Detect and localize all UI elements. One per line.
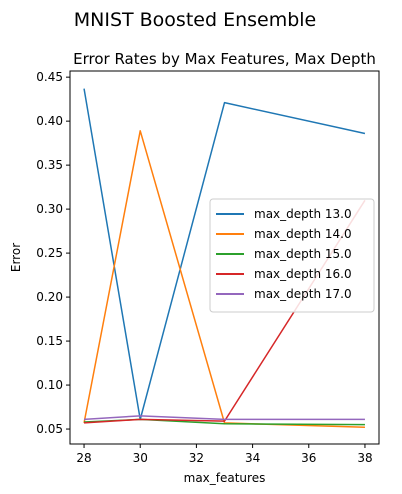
legend-label: max_depth 15.0	[254, 247, 352, 261]
y-axis-label: Error	[9, 243, 23, 272]
y-tick-label: 0.20	[36, 290, 63, 304]
y-tick-label: 0.15	[36, 334, 63, 348]
x-tick-label: 38	[357, 451, 372, 465]
x-tick-label: 30	[133, 451, 148, 465]
legend-label: max_depth 17.0	[254, 287, 352, 301]
x-axis: 28 30 32 34 36 38	[76, 444, 373, 465]
x-tick-label: 28	[76, 451, 91, 465]
axes-title: Error Rates by Max Features, Max Depth	[73, 50, 376, 68]
x-tick-label: 34	[245, 451, 260, 465]
figure-suptitle: MNIST Boosted Ensemble	[74, 9, 317, 31]
y-tick-label: 0.35	[36, 158, 63, 172]
legend-box	[209, 198, 375, 313]
y-tick-label: 0.40	[36, 114, 63, 128]
x-tick-label: 36	[301, 451, 316, 465]
y-tick-label: 0.30	[36, 202, 63, 216]
x-tick-label: 32	[189, 451, 204, 465]
legend-label: max_depth 13.0	[254, 207, 352, 221]
legend-label: max_depth 16.0	[254, 267, 352, 281]
legend-label: max_depth 14.0	[254, 227, 352, 241]
y-tick-label: 0.05	[36, 422, 63, 436]
y-axis: 0.05 0.10 0.15 0.20 0.25 0.30 0.35 0.40 0.45	[36, 70, 70, 436]
series-line-1	[83, 130, 365, 429]
y-tick-label: 0.25	[36, 246, 63, 260]
plot-frame	[69, 70, 380, 445]
series-line-0	[83, 88, 366, 421]
x-axis-label: max_features	[184, 471, 266, 485]
legend: max_depth 13.0 max_depth 14.0 max_depth 15…	[209, 198, 375, 313]
y-tick-label: 0.10	[36, 378, 63, 392]
y-tick-label: 0.45	[36, 70, 63, 84]
series-line-4	[84, 415, 365, 421]
